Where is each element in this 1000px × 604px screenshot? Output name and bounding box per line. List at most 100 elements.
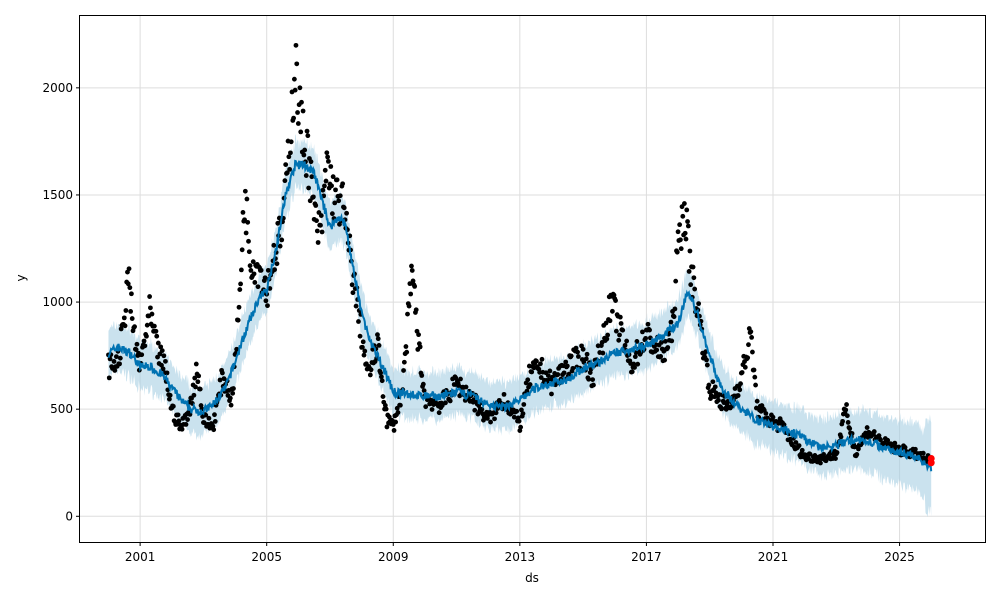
observed-point — [659, 339, 664, 345]
observed-point — [294, 61, 300, 67]
observed-point — [324, 150, 330, 156]
observed-point — [284, 170, 290, 176]
observed-point — [613, 298, 618, 303]
observed-point — [685, 223, 691, 229]
observed-point — [234, 346, 240, 352]
observed-point — [291, 115, 296, 121]
observed-point — [111, 359, 117, 364]
observed-point — [163, 358, 168, 364]
observed-point — [323, 178, 329, 184]
observed-point — [297, 85, 303, 91]
observed-point — [375, 332, 380, 338]
observed-point — [751, 367, 757, 373]
observed-point — [283, 162, 289, 167]
observed-point — [196, 373, 202, 379]
observed-point — [129, 316, 135, 321]
observed-point — [361, 352, 367, 358]
axis-ticks: 2001 2005 2009 2013 2017 2021 2025 0 500 1000 1500… — [42, 81, 914, 564]
observed-point — [405, 311, 410, 317]
observed-point — [328, 164, 334, 169]
observed-point — [238, 281, 243, 287]
observed-point — [665, 345, 671, 350]
observed-point — [712, 384, 718, 390]
observed-point — [197, 386, 203, 392]
observed-point — [245, 219, 251, 225]
observed-point — [488, 419, 493, 425]
observed-point — [603, 320, 609, 326]
observed-point — [304, 128, 310, 134]
future-points — [927, 454, 935, 467]
observed-point — [549, 391, 554, 397]
observed-point — [629, 369, 635, 375]
observed-point — [750, 349, 755, 355]
observed-point — [754, 398, 760, 404]
observed-point — [123, 308, 129, 313]
observed-point — [279, 237, 285, 243]
observed-point — [151, 323, 157, 329]
observed-point — [147, 294, 153, 299]
observed-point — [183, 422, 189, 427]
observed-point — [807, 451, 813, 457]
observed-point — [681, 201, 687, 206]
y-tick-label: 2000 — [42, 81, 73, 95]
observed-point — [443, 400, 448, 406]
observed-point — [250, 259, 256, 265]
observed-point — [675, 229, 681, 235]
observed-point — [393, 419, 399, 425]
observed-point — [472, 407, 478, 413]
observed-point — [401, 368, 406, 373]
observed-point — [313, 203, 319, 208]
x-tick-label: 2009 — [378, 550, 409, 564]
observed-point — [561, 370, 567, 376]
observed-point — [295, 110, 300, 115]
observed-point — [299, 99, 304, 105]
observed-point — [238, 267, 244, 273]
observed-point — [735, 393, 741, 398]
y-tick-label: 1000 — [42, 295, 73, 309]
observed-point — [179, 426, 185, 432]
observed-point — [613, 328, 619, 334]
observed-point — [195, 379, 201, 385]
uncertainty-band-area — [108, 134, 932, 518]
observed-point — [160, 366, 166, 372]
observed-point — [409, 268, 415, 273]
observed-point — [590, 377, 596, 383]
observed-point — [737, 387, 743, 393]
observed-point — [611, 292, 617, 298]
observed-point — [340, 181, 346, 187]
observed-point — [397, 402, 403, 408]
observed-point — [403, 344, 409, 349]
observed-point — [738, 381, 743, 387]
observed-point — [643, 335, 649, 341]
observed-point — [305, 133, 311, 139]
observed-point — [844, 413, 850, 419]
observed-point — [117, 355, 123, 361]
observed-point — [211, 427, 217, 433]
observed-point — [404, 349, 410, 355]
observed-point — [235, 317, 241, 323]
observed-point — [604, 336, 610, 342]
observed-point — [334, 177, 340, 183]
observed-point — [302, 147, 308, 153]
observed-point — [106, 375, 112, 381]
observed-point — [763, 411, 769, 416]
observed-point — [686, 269, 692, 274]
observed-point — [742, 364, 748, 370]
x-tick-label: 2017 — [631, 550, 662, 564]
observed-point — [458, 376, 463, 382]
observed-point — [368, 367, 374, 373]
observed-point — [330, 174, 336, 180]
observed-point — [127, 285, 133, 291]
observed-point — [568, 353, 574, 359]
observed-point — [193, 361, 199, 367]
observed-point — [141, 338, 147, 344]
observed-point — [167, 392, 173, 398]
observed-point — [170, 403, 176, 409]
observed-point — [680, 213, 686, 219]
observed-point — [799, 447, 805, 453]
observed-point — [272, 267, 278, 273]
observed-point — [609, 308, 615, 314]
observed-point — [383, 406, 389, 412]
observed-point — [834, 450, 840, 455]
